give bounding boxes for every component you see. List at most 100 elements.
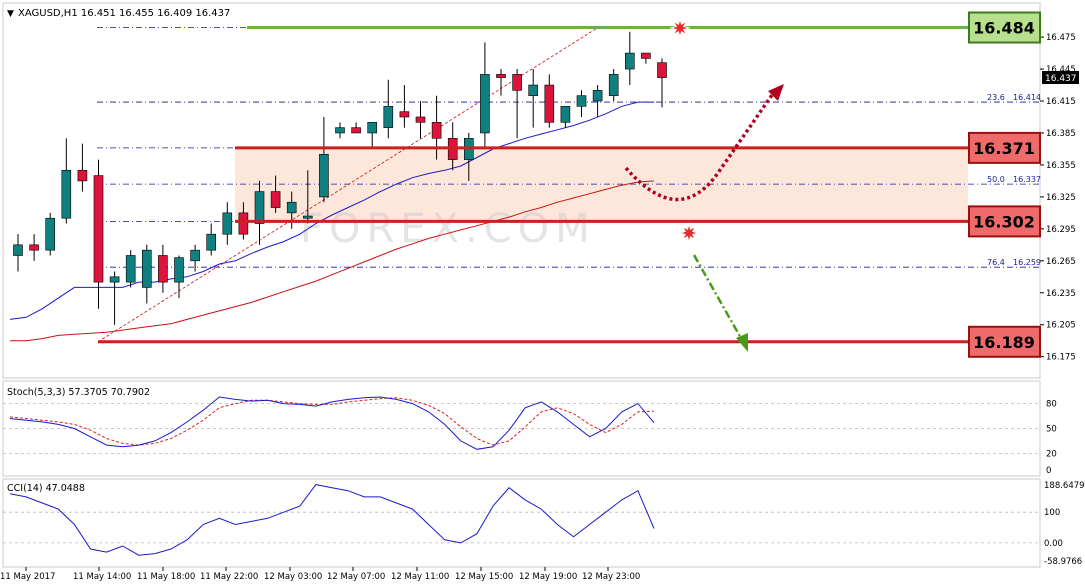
collapse-arrow-icon[interactable]: ▼ bbox=[7, 9, 14, 19]
candle-body bbox=[351, 127, 361, 134]
x-tick-label: 12 May 19:00 bbox=[519, 572, 577, 582]
resistance-burst-icon bbox=[669, 17, 691, 39]
candle-body bbox=[222, 212, 233, 235]
candle-body bbox=[512, 74, 522, 91]
candle-body bbox=[657, 62, 667, 78]
candle-body bbox=[142, 249, 152, 288]
x-tick-label: 11 May 22:00 bbox=[200, 572, 258, 582]
fib-level-label: 23.6 bbox=[987, 93, 1005, 102]
candle-body bbox=[319, 153, 329, 198]
symbol-header: XAGUSD,H1 16.451 16.455 16.409 16.437 bbox=[18, 8, 230, 19]
candle-body bbox=[624, 52, 635, 70]
candle-body bbox=[641, 52, 651, 59]
forecast-down-arrowhead-icon bbox=[736, 333, 748, 352]
x-tick-label: 12 May 07:00 bbox=[327, 572, 385, 582]
candle-body bbox=[61, 169, 72, 219]
y-tick-label: 16.415 bbox=[1046, 97, 1076, 107]
candle-body bbox=[45, 217, 56, 251]
candle-body bbox=[480, 74, 490, 134]
x-tick-label: 12 May 11:00 bbox=[391, 572, 449, 582]
candle-body bbox=[431, 122, 442, 139]
price-label-zone-bottom: 16.302 bbox=[973, 212, 1035, 231]
price-box-zone-bottom bbox=[968, 205, 1041, 238]
y-tick-label: 16.355 bbox=[1046, 161, 1076, 171]
x-tick-label: 11 May 2017 bbox=[0, 572, 55, 582]
forecast-up-arrow bbox=[624, 94, 774, 202]
candle-body bbox=[125, 255, 136, 283]
price-box-zone-top bbox=[968, 131, 1041, 164]
candle-body bbox=[302, 215, 313, 219]
x-tick-label: 11 May 14:00 bbox=[73, 572, 131, 582]
current-price-tag: 16.437 bbox=[1045, 74, 1077, 84]
candle-body bbox=[254, 191, 265, 224]
fib-price-label: 16.414 bbox=[1013, 93, 1041, 102]
cci-panel-frame bbox=[2, 478, 1041, 568]
candle-body bbox=[560, 106, 571, 123]
forecast-down-arrow bbox=[692, 254, 744, 341]
candle-body bbox=[335, 127, 345, 134]
ema-fast-line bbox=[9, 101, 654, 320]
forecast-up-arrowhead-icon bbox=[768, 84, 784, 101]
ema-slow-line bbox=[10, 180, 655, 342]
candle-body bbox=[286, 201, 297, 214]
candle-body bbox=[399, 111, 410, 118]
y-tick-label: 16.265 bbox=[1046, 257, 1076, 267]
candle-body bbox=[592, 90, 603, 102]
stoch-tick-label: 0 bbox=[1046, 466, 1051, 476]
candle-body bbox=[383, 106, 394, 128]
current-price-tag-bg bbox=[1042, 71, 1079, 84]
fib-price-label: 16.259 bbox=[1013, 258, 1041, 267]
y-tick-label: 16.385 bbox=[1046, 129, 1076, 139]
stoch-tick-label: 80 bbox=[1046, 400, 1057, 410]
cci-tick-label: 100 bbox=[1044, 508, 1060, 518]
cci-tick-label: 188.6479 bbox=[1044, 481, 1085, 491]
candle-body bbox=[270, 191, 281, 208]
price-label-support: 16.189 bbox=[973, 333, 1035, 352]
y-tick-label: 16.235 bbox=[1046, 289, 1076, 299]
candle-body bbox=[528, 84, 539, 96]
cci-line bbox=[9, 484, 655, 556]
main-panel-frame bbox=[2, 2, 1041, 379]
support-burst-icon bbox=[678, 222, 700, 244]
cci-title: CCI(14) 47.0488 bbox=[7, 483, 85, 494]
x-tick-label: 12 May 03:00 bbox=[264, 572, 322, 582]
y-tick-label: 16.445 bbox=[1046, 65, 1076, 75]
candle-body bbox=[415, 116, 426, 123]
price-box-support bbox=[968, 325, 1041, 358]
y-tick-label: 16.475 bbox=[1046, 33, 1076, 43]
x-tick-label: 11 May 18:00 bbox=[137, 572, 195, 582]
y-tick-label: 16.175 bbox=[1046, 353, 1076, 363]
candle-body bbox=[158, 255, 168, 283]
candle-body bbox=[190, 249, 200, 262]
fib-level-label: 76.4 bbox=[987, 258, 1005, 267]
candle-body bbox=[109, 276, 120, 283]
price-box-resistance bbox=[968, 11, 1041, 44]
stoch-tick-label: 50 bbox=[1046, 425, 1057, 435]
y-tick-label: 16.325 bbox=[1046, 193, 1076, 203]
candle-body bbox=[77, 169, 88, 182]
candle-body bbox=[238, 212, 249, 235]
candle-body bbox=[13, 244, 23, 256]
fib-price-label: 16.337 bbox=[1013, 175, 1041, 184]
price-label-zone-top: 16.371 bbox=[973, 139, 1035, 158]
candle-body bbox=[496, 74, 506, 78]
price-label-resistance: 16.484 bbox=[973, 19, 1035, 38]
candle-body bbox=[544, 84, 555, 123]
candle-body bbox=[93, 175, 104, 283]
stoch-main-line bbox=[9, 396, 655, 450]
supply-demand-zone bbox=[235, 147, 968, 222]
cci-tick-label: 0.00 bbox=[1044, 539, 1063, 549]
candle-body bbox=[206, 233, 216, 251]
x-tick-label: 12 May 23:00 bbox=[582, 572, 640, 582]
candle-body bbox=[174, 257, 184, 283]
stoch-signal-line bbox=[9, 397, 655, 446]
y-tick-label: 16.295 bbox=[1046, 225, 1076, 235]
stoch-title: Stoch(5,3,3) 57.3705 70.7902 bbox=[7, 387, 150, 398]
candle-body bbox=[29, 244, 39, 251]
fib-level-label: 50.0 bbox=[987, 175, 1005, 184]
candle-body bbox=[608, 74, 619, 96]
candle-body bbox=[576, 95, 587, 107]
stoch-tick-label: 20 bbox=[1046, 449, 1057, 459]
watermark: FOREX.COM bbox=[300, 206, 596, 252]
